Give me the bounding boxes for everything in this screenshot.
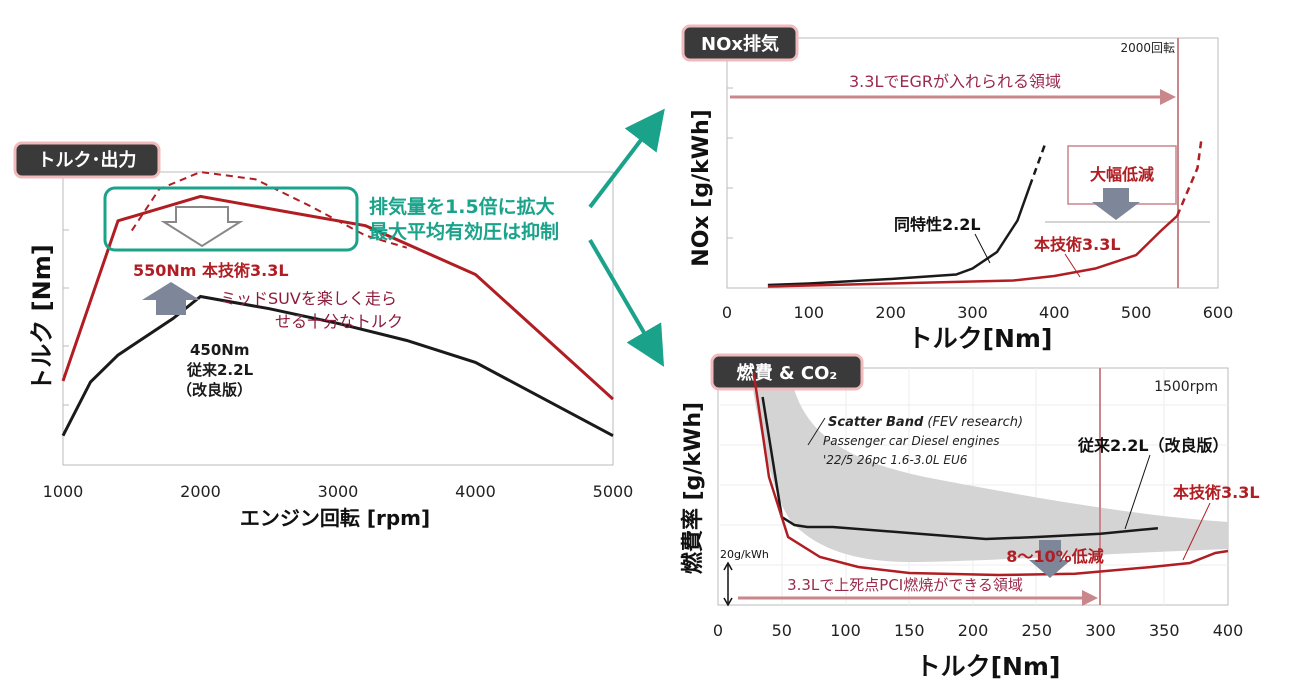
xtick-label: 100 (794, 303, 825, 322)
fuel-badge: 燃費 & CO₂ (737, 362, 838, 384)
label-new-torque: 550Nm 本技術3.3L (133, 261, 289, 280)
xtick-label: 350 (1149, 621, 1180, 640)
xtick-label: 600 (1203, 303, 1234, 322)
scatter-leader (807, 417, 826, 446)
nox-region-arrowhead (1160, 89, 1176, 105)
nox-xtick-labels: 0 100 200 300 400 500 600 (722, 303, 1233, 322)
gray-up-arrow (142, 282, 200, 315)
torque-chart: トルク･出力 550Nm 本技術3.3L ミッドSUVを楽しく走ら せる十分なト… (13, 141, 634, 530)
xtick-label: 4000 (455, 482, 496, 501)
nox-ylabel: NOx [g/kWh] (689, 109, 714, 266)
fuel-reduction-label: 8～10%低減 (1006, 547, 1103, 566)
teal-arrow-up (588, 108, 665, 209)
fuel-label-old-leader (1124, 454, 1151, 530)
fuel-down-arrow (1029, 540, 1071, 578)
annotation-box (103, 186, 359, 252)
fuel-scale-note: 20g/kWh (720, 548, 769, 561)
hollow-down-arrow (160, 206, 244, 248)
torque-badge: トルク･出力 (38, 149, 137, 171)
label-new-desc2: せる十分なトルク (275, 312, 403, 331)
nox-old-line (767, 185, 1031, 287)
xtick-label: 400 (1213, 621, 1244, 640)
nox-corner: 2000回転 (1120, 41, 1175, 55)
annotation-line1: 排気量を1.5倍に拡大 (369, 195, 555, 218)
torque-yticks (63, 229, 69, 406)
nox-old-dash (1028, 140, 1048, 187)
xtick-label: 0 (713, 621, 723, 640)
xtick-label: 5000 (593, 482, 634, 501)
nox-label-new-leader (1064, 253, 1081, 278)
teal-arrow-down (588, 238, 665, 367)
xtick-label: 200 (875, 303, 906, 322)
scatter-title-source: (FEV research) (927, 415, 1023, 430)
nox-yticks (727, 87, 733, 239)
scatter-band (750, 372, 1228, 563)
xtick-label: 100 (830, 621, 861, 640)
xtick-label: 50 (772, 621, 792, 640)
xtick-label: 200 (958, 621, 989, 640)
annotation-line2: 最大平均有効圧は抑制 (369, 220, 559, 243)
fuel-label-new: 本技術3.3L (1173, 483, 1260, 502)
torque-badge-bg (13, 141, 161, 179)
nox-label-old-leader (974, 233, 991, 264)
xtick-label: 150 (894, 621, 925, 640)
xtick-label: 400 (1039, 303, 1070, 322)
xtick-label: 2000 (180, 482, 221, 501)
fuel-label-new-leader (1182, 502, 1211, 561)
fuel-xlabel: トルク[Nm] (916, 652, 1061, 681)
nox-badge-bg (681, 24, 799, 62)
nox-region-label: 3.3LでEGRが入れられる領域 (849, 72, 1061, 91)
nox-chart: NOx排気 2000回転 3.3LでEGRが入れられる領域 大幅低減 同特性2.… (681, 24, 1233, 353)
label-old-torque: 450Nm (190, 341, 250, 359)
fuel-chart: 燃費 & CO₂ 1500rpm Scatter Band (FEV resea… (680, 353, 1260, 681)
fuel-scale-bottom (723, 597, 733, 607)
scatter-line2: Passenger car Diesel engines (823, 434, 999, 448)
xtick-label: 3000 (318, 482, 359, 501)
label-new-desc1: ミッドSUVを楽しく走ら (220, 289, 397, 308)
nox-reduction-label: 大幅低減 (1090, 165, 1154, 184)
nox-new-line (767, 215, 1178, 288)
fuel-xtick-labels: 0 50 100 150 200 250 300 350 400 (713, 621, 1243, 640)
nox-badge: NOx排気 (701, 33, 779, 55)
xtick-label: 300 (957, 303, 988, 322)
label-old-name: 従来2.2L (186, 361, 254, 379)
fuel-new-line (752, 372, 1229, 577)
xtick-label: 1000 (43, 482, 84, 501)
xtick-label: 300 (1085, 621, 1116, 640)
fuel-corner: 1500rpm (1154, 379, 1218, 395)
fuel-scale-top (723, 561, 733, 571)
scatter-title: Scatter Band (FEV research) (828, 415, 1023, 430)
torque-old-line (61, 294, 614, 438)
torque-xtick-labels: 1000 2000 3000 4000 5000 (43, 482, 634, 501)
xtick-label: 500 (1121, 303, 1152, 322)
fuel-label-old: 従来2.2L（改良版） (1077, 436, 1229, 455)
fuel-region-label: 3.3Lで上死点PCI燃焼ができる領域 (787, 576, 1023, 594)
fuel-region-arrowhead (1082, 590, 1098, 606)
fuel-ylabel: 燃費率 [g/kWh] (680, 402, 706, 574)
torque-new-line (61, 194, 615, 401)
nox-xlabel: トルク[Nm] (908, 324, 1053, 353)
nox-new-dash (1175, 137, 1203, 217)
scatter-line3: '22/5 26pc 1.6-3.0L EU6 (823, 453, 968, 467)
scatter-title-name: Scatter Band (828, 415, 924, 430)
nox-label-old: 同特性2.2L (894, 215, 981, 234)
xtick-label: 0 (722, 303, 732, 322)
nox-label-new: 本技術3.3L (1034, 235, 1121, 254)
torque-ylabel: トルク [Nm] (28, 244, 56, 391)
label-old-variant: （改良版） (177, 381, 252, 399)
nox-down-arrow (1092, 188, 1140, 220)
fuel-badge-bg (710, 353, 864, 391)
xtick-label: 250 (1021, 621, 1052, 640)
torque-xlabel: エンジン回転 [rpm] (240, 506, 430, 530)
fuel-old-line (761, 396, 1159, 541)
